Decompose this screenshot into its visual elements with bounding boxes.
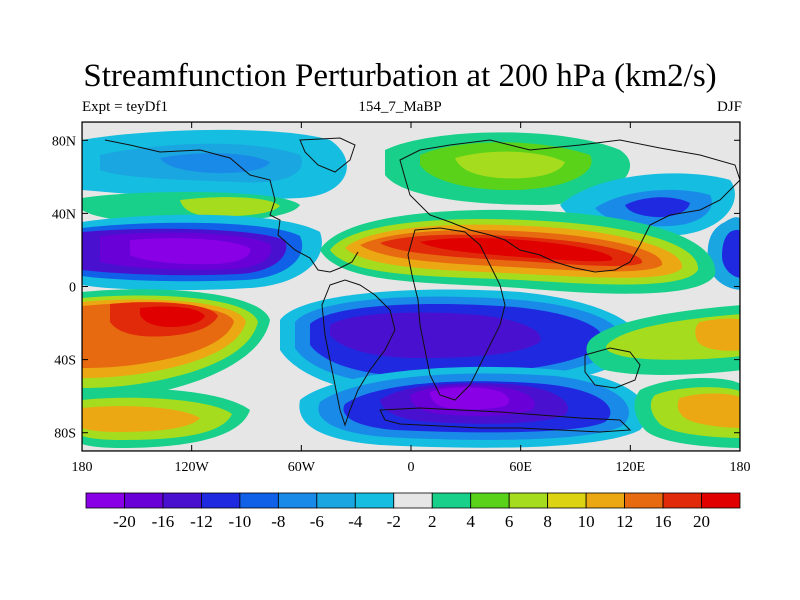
lon-tick-label: 60W xyxy=(288,460,316,475)
colorbar-box xyxy=(85,492,125,509)
lon-tick-label: 120E xyxy=(616,460,646,475)
colorbar-box xyxy=(508,492,549,509)
colorbar-box xyxy=(162,492,202,509)
colorbar-label: 20 xyxy=(693,512,710,531)
lat-tick-label: 0 xyxy=(69,281,76,296)
colorbar-label: -2 xyxy=(387,512,401,531)
colorbar-label: -8 xyxy=(271,512,285,531)
coastlines xyxy=(104,137,740,433)
lon-tick-label: 120W xyxy=(175,460,210,475)
colorbar-box xyxy=(277,492,318,509)
season-label: DJF xyxy=(716,99,742,115)
colorbar-label: -10 xyxy=(229,512,252,531)
map-panel xyxy=(82,122,740,451)
coastline-greenland xyxy=(299,137,356,173)
colorbar: -20 -16 -12 -10 -8 -6 -4 -2 2 4 6 8 10 12 16 20 xyxy=(85,492,741,531)
figure-title: Streamfunction Perturbation at 200 hPa (… xyxy=(83,58,717,94)
colorbar-label: 12 xyxy=(616,512,633,531)
lon-tick-label: 180 xyxy=(72,460,93,475)
coastline-antarctica xyxy=(379,407,632,433)
colorbar-box xyxy=(547,492,587,509)
colorbar-box xyxy=(701,492,741,509)
colorbar-box xyxy=(239,492,279,509)
colorbar-box xyxy=(393,492,433,509)
contour-arctic-negative xyxy=(82,129,347,200)
lat-tick-label: 80S xyxy=(54,427,76,442)
coastline-north-america xyxy=(104,139,359,273)
lat-tick-label: 40N xyxy=(52,207,76,222)
colorbar-label: -6 xyxy=(310,512,324,531)
experiment-label: Expt = teyDf1 xyxy=(82,99,168,115)
coastline-africa xyxy=(407,227,506,401)
lat-tick-label: 80N xyxy=(52,134,76,149)
contour-south-indian-positive xyxy=(586,305,740,375)
contour-north-pacific-subtropical-negative xyxy=(82,214,322,291)
colorbar-label: 2 xyxy=(428,512,437,531)
colorbar-box xyxy=(431,492,472,509)
lat-tick-label: 40S xyxy=(54,354,76,369)
colorbar-box xyxy=(354,492,395,509)
contour-south-pacific-positive xyxy=(82,289,270,400)
longitude-axis: 180 120W 60W 0 60E 120E 180 xyxy=(72,122,751,475)
colorbar-box xyxy=(624,492,664,509)
contour-africa-asia-positive xyxy=(320,209,716,294)
lon-tick-label: 60E xyxy=(509,460,532,475)
lon-tick-label: 0 xyxy=(408,460,415,475)
colorbar-label: -16 xyxy=(152,512,175,531)
contour-southern-africa-strong-negative xyxy=(299,366,648,448)
colorbar-label: 4 xyxy=(466,512,475,531)
colorbar-label: 10 xyxy=(578,512,595,531)
contour-north-atlantic-positive xyxy=(82,192,300,223)
colorbar-box xyxy=(662,492,702,509)
coastline-south-america xyxy=(321,279,396,427)
contour-south-east-pacific-positive xyxy=(634,378,740,448)
colorbar-label: -12 xyxy=(190,512,213,531)
case-label: 154_7_MaBP xyxy=(358,99,442,115)
latitude-axis: 80N 40N 0 40S 80S xyxy=(52,134,740,442)
contour-far-south-positive xyxy=(82,388,250,448)
colorbar-box xyxy=(201,492,241,509)
colorbar-box xyxy=(316,492,356,509)
lon-tick-label: 180 xyxy=(730,460,751,475)
colorbar-label: 8 xyxy=(543,512,552,531)
contour-north-high-lat-positive xyxy=(385,132,631,205)
colorbar-label: -4 xyxy=(348,512,363,531)
contour-east-pacific-negative xyxy=(707,217,740,290)
colorbar-box xyxy=(470,492,510,509)
colorbar-box xyxy=(124,492,164,509)
colorbar-box xyxy=(585,492,625,509)
coastline-eurasia xyxy=(399,139,740,273)
coastline-australia xyxy=(584,347,641,389)
colorbar-label: 6 xyxy=(505,512,514,531)
colorbar-label: -20 xyxy=(113,512,136,531)
colorbar-label: 16 xyxy=(655,512,672,531)
